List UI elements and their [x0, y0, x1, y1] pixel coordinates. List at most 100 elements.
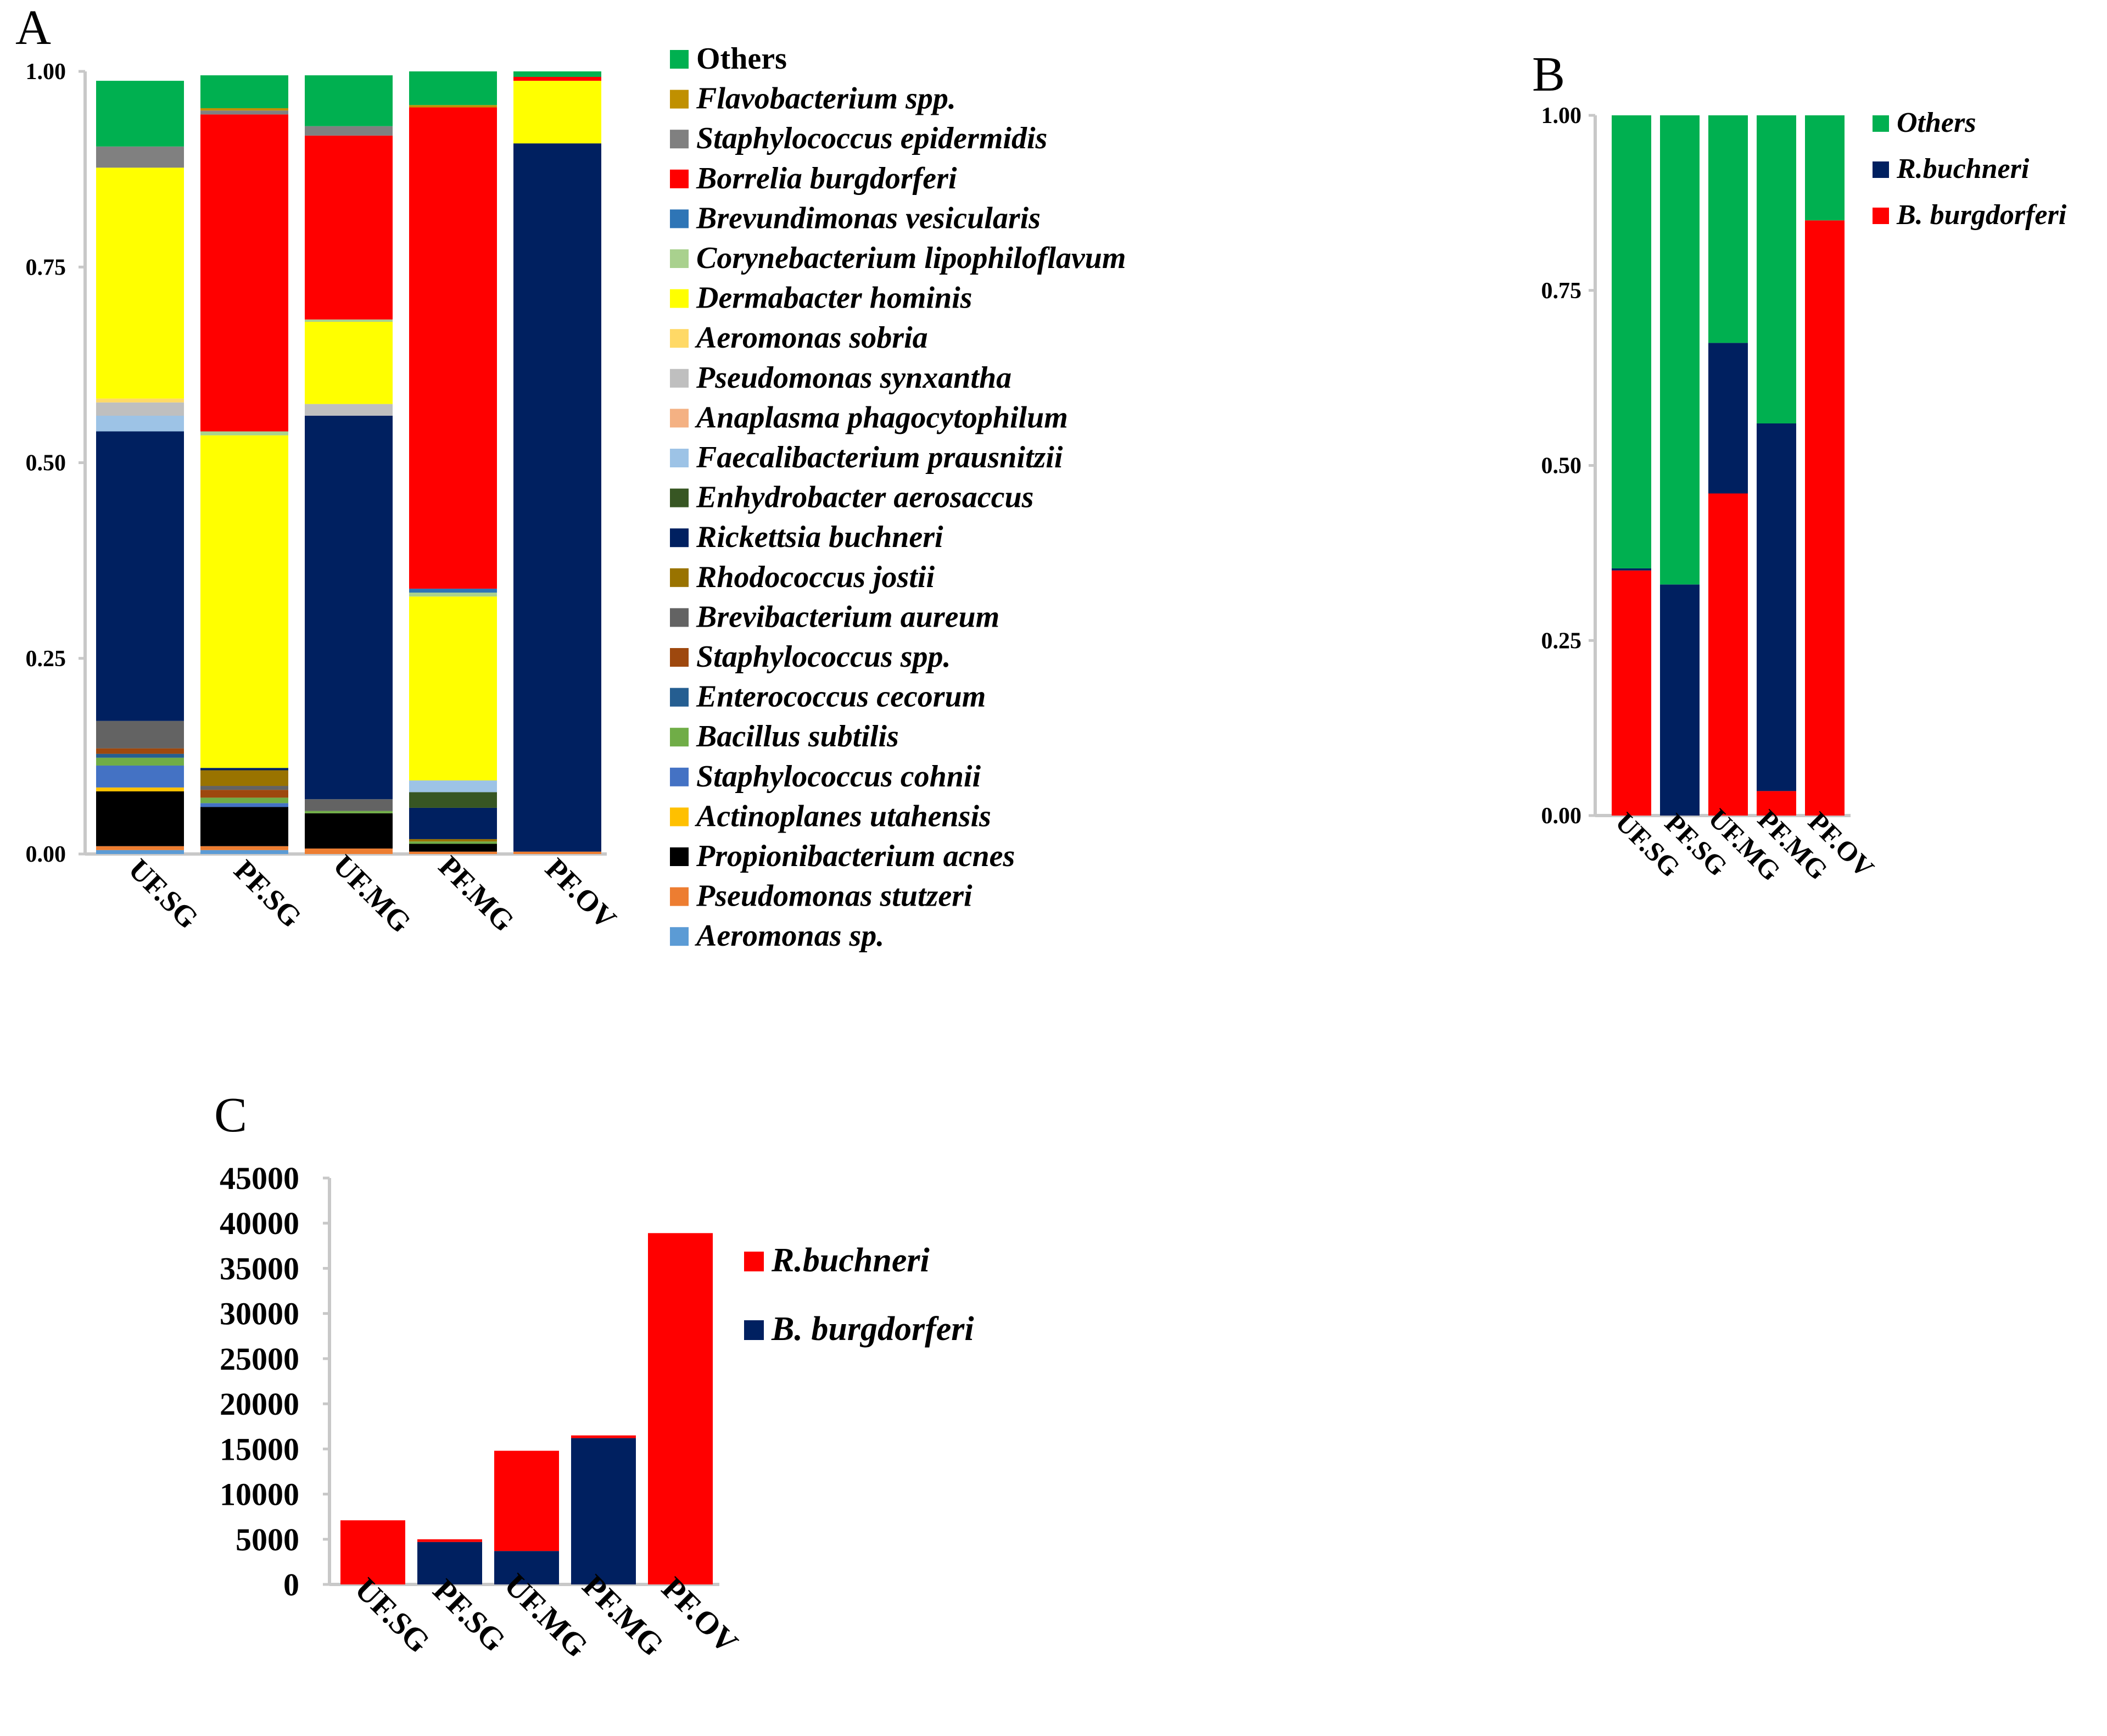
chart-a-legend-swatch: [670, 329, 689, 348]
chart-a-category-label: UF.SG: [122, 852, 205, 935]
chart-a-legend-swatch: [670, 688, 689, 707]
chart-b-bar-pf-mg-r-buchneri: [1757, 423, 1796, 791]
chart-a-bar-pf-mg-brevundimonas-vesicularis: [409, 588, 497, 593]
chart-b-bar-uf-sg-r-buchneri: [1612, 568, 1651, 571]
chart-b-bar-uf-mg-b-burgdorferi: [1708, 493, 1748, 816]
chart-a-bar-uf-mg-pseudomonas-stutzeri: [305, 849, 393, 854]
chart-a-bar-pf-mg-corynebacterium-lipophiloflavum: [409, 593, 497, 597]
chart-a-bar-uf-sg-bacillus-subtilis: [96, 757, 184, 766]
chart-a-bar-pf-mg-flavobacterium-spp: [409, 105, 497, 108]
chart-a-legend-swatch: [670, 169, 689, 188]
chart-c-y-tick-label: 0: [283, 1567, 299, 1603]
chart-a-y-tick-label: 0.25: [26, 646, 66, 672]
chart-b-y-tick-label: 0.50: [1541, 454, 1582, 479]
chart-c-y-tick-label: 40000: [220, 1205, 299, 1241]
chart-a-bar-pf-mg-faecalibacterium-prausnitzii: [409, 780, 497, 792]
chart-a-bar-pf-mg-borrelia-burgdorferi: [409, 107, 497, 589]
chart-a-legend-label: Enhydrobacter aerosaccus: [696, 481, 1033, 515]
chart-a-bar-pf-sg-rhodococcus-jostii: [200, 770, 288, 786]
chart-a-legend-swatch: [670, 568, 689, 587]
chart-c-legend-swatch: [744, 1252, 764, 1271]
chart-a-bar-uf-sg-staphylococcus-cohnii: [96, 765, 184, 788]
chart-a-legend-swatch: [670, 608, 689, 627]
chart-a-legend-swatch: [670, 528, 689, 548]
chart-a-bar-pf-ov-borrelia-burgdorferi: [513, 76, 601, 81]
chart-a-legend-label: Rhodococcus jostii: [696, 560, 935, 594]
chart-a-legend-label: Pseudomonas synxantha: [696, 361, 1011, 395]
chart-a-bar-uf-sg-pseudomonas-stutzeri: [96, 846, 184, 850]
chart-a-legend-swatch: [670, 887, 689, 906]
chart-b-bar-pf-mg-b-burgdorferi: [1757, 791, 1796, 816]
chart-b-bar-uf-mg-r-buchneri: [1708, 343, 1748, 494]
chart-a-bar-uf-sg-propionibacterium-acnes: [96, 791, 184, 846]
chart-a-bar-pf-sg-borrelia-burgdorferi: [200, 114, 288, 432]
chart-b-bar-uf-sg-others: [1612, 115, 1651, 568]
chart-a-bar-pf-mg-propionibacterium-acnes: [409, 844, 497, 852]
chart-a-y-tick-label: 0.75: [26, 255, 66, 280]
chart-a-legend-swatch: [670, 369, 689, 388]
chart-a-bar-uf-sg-actinoplanes-utahensis: [96, 787, 184, 791]
chart-a-legend-label: Anaplasma phagocytophilum: [695, 400, 1068, 434]
chart-b-legend-label: R.buchneri: [1896, 153, 2030, 185]
chart-a-legend-swatch: [670, 648, 689, 667]
panel-label-b: B: [1532, 47, 1565, 102]
chart-a-legend-label: Borrelia burgdorferi: [696, 161, 957, 196]
chart-a-bar-pf-sg-rickettsia-buchneri: [200, 768, 288, 771]
chart-a-category-label: UF.MG: [327, 849, 417, 939]
chart-b-bar-pf-sg-others: [1660, 115, 1700, 585]
chart-a-bar-uf-mg-propionibacterium-acnes: [305, 813, 393, 849]
chart-b-legend-label: Others: [1897, 107, 1976, 138]
chart-a-bar-pf-sg-bacillus-subtilis: [200, 797, 288, 803]
chart-a-bar-pf-sg-staphylococcus-spp: [200, 790, 288, 798]
chart-c-bar-uf-mg-b-burgdorferi: [494, 1551, 559, 1584]
chart-c-bar-pf-sg-b-burgdorferi: [417, 1542, 482, 1584]
chart-b-bar-uf-mg-others: [1708, 115, 1748, 343]
chart-a-legend-swatch: [670, 409, 689, 428]
chart-a-bar-uf-mg-brevibacterium-aureum: [305, 799, 393, 811]
chart-a-bar-uf-sg-faecalibacterium-prausnitzii: [96, 416, 184, 432]
chart-a-y-tick-label: 0.00: [26, 842, 66, 867]
chart-a-bar-pf-mg-bacillus-subtilis: [409, 841, 497, 844]
chart-a-bar-uf-sg-brevibacterium-aureum: [96, 721, 184, 749]
chart-a-legend-swatch: [670, 807, 689, 827]
chart-a-legend-label: Faecalibacterium prausnitzii: [696, 440, 1063, 475]
chart-c-legend-label: R.buchneri: [771, 1242, 930, 1279]
chart-c-y-tick-label: 20000: [220, 1386, 299, 1422]
chart-a-legend-label: Actinoplanes utahensis: [695, 799, 991, 833]
chart-a-bar-pf-sg-brevibacterium-aureum: [200, 786, 288, 790]
chart-b: 0.000.250.500.751.00UF.SGPF.SGUF.MGPF.MG…: [1541, 103, 2067, 887]
chart-a-category-label: PF.OV: [539, 852, 623, 935]
chart-b-legend-swatch: [1873, 208, 1889, 224]
chart-a-bar-uf-sg-staphylococcus-spp: [96, 748, 184, 754]
chart-a-bar-pf-sg-propionibacterium-acnes: [200, 807, 288, 846]
chart-a-bar-pf-mg-dermabacter-hominis: [409, 596, 497, 781]
chart-c-bar-uf-sg-r-buchneri: [340, 1520, 405, 1584]
chart-a-bar-pf-ov-rickettsia-buchneri: [513, 143, 601, 852]
chart-a-bar-pf-sg-staphylococcus-epidermidis: [200, 110, 288, 115]
chart-a-legend-swatch: [670, 449, 689, 467]
chart-a-bar-uf-sg-staphylococcus-epidermidis: [96, 146, 184, 168]
chart-a-legend-label: Rickettsia buchneri: [696, 520, 943, 554]
chart-a-bar-pf-sg-aeromonas-sp: [200, 850, 288, 854]
chart-a-legend-swatch: [670, 90, 689, 109]
chart-a-bar-pf-sg-pseudomonas-stutzeri: [200, 846, 288, 850]
chart-a-bar-pf-sg-staphylococcus-cohnii: [200, 803, 288, 807]
chart-a-legend-label: Staphylococcus cohnii: [696, 760, 981, 794]
chart-c-y-tick-label: 30000: [220, 1296, 299, 1332]
chart-a-bar-uf-mg-others: [305, 75, 393, 126]
chart-a-legend-label: Pseudomonas stutzeri: [696, 879, 973, 913]
chart-a-legend-label: Brevibacterium aureum: [696, 600, 999, 634]
chart-a-bar-uf-mg-bacillus-subtilis: [305, 811, 393, 813]
chart-a-bar-uf-sg-rickettsia-buchneri: [96, 431, 184, 721]
chart-a-legend-swatch: [670, 728, 689, 747]
chart-a-bar-pf-ov-dermabacter-hominis: [513, 81, 601, 144]
chart-b-y-tick-label: 0.25: [1541, 628, 1582, 654]
chart-a-legend-label: Enterococcus cecorum: [696, 680, 986, 714]
chart-a-bar-pf-mg-enhydrobacter-aerosaccus: [409, 792, 497, 808]
panel-label-a: A: [15, 1, 51, 55]
chart-a-y-tick-label: 1.00: [26, 59, 66, 85]
chart-a-y-tick-label: 0.50: [26, 451, 66, 476]
chart-a-bar-uf-sg-others: [96, 81, 184, 147]
chart-a-bar-pf-sg-dermabacter-hominis: [200, 435, 288, 768]
